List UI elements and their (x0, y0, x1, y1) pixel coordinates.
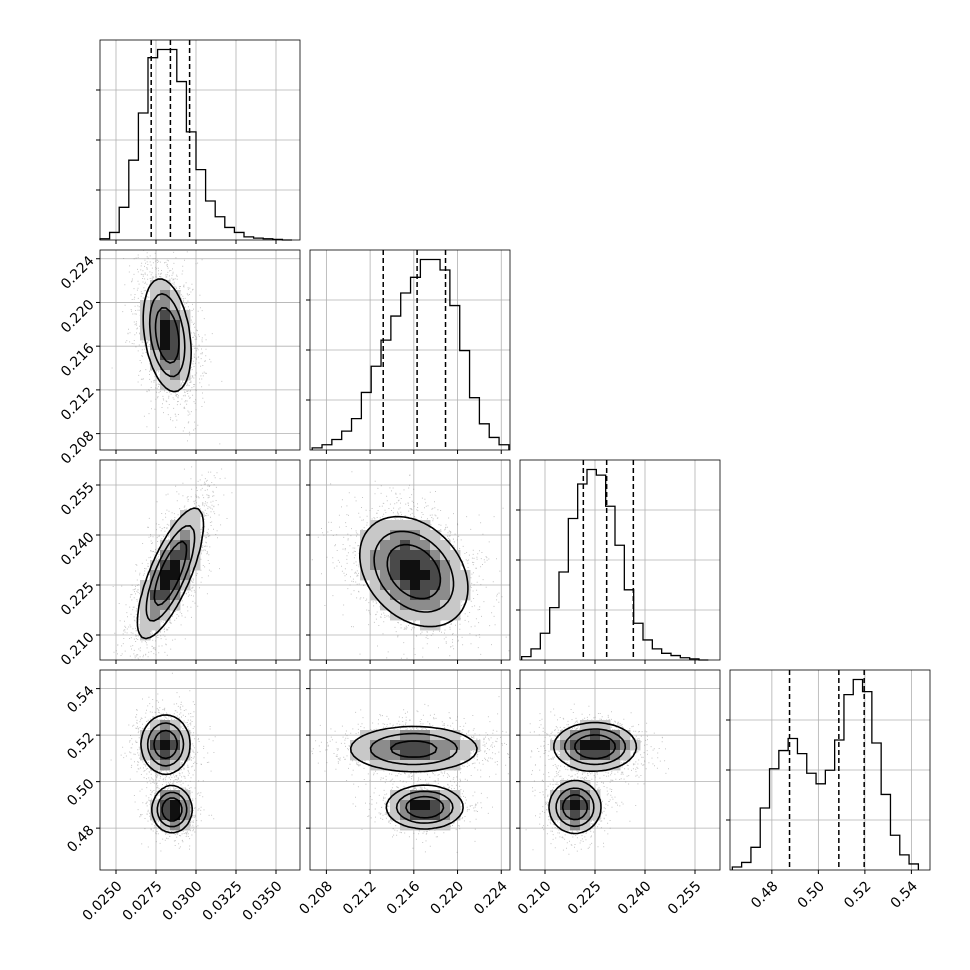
contour-line (561, 734, 616, 821)
contour-line (140, 714, 193, 834)
panel-frame (309, 459, 511, 661)
contour-line (142, 278, 192, 393)
histogram-panel-1 (96, 39, 301, 241)
histogram-step (99, 48, 292, 241)
y-tick-label: 0.212 (58, 384, 98, 424)
y-tick-label: 0.50 (64, 776, 97, 809)
panel-frame (99, 669, 301, 871)
x-tick-label: 0.54 (888, 878, 921, 911)
histogram-step (311, 258, 510, 450)
y-tick-label: 0.224 (58, 253, 98, 293)
x-tick-label: 0.0275 (120, 878, 166, 924)
histogram-panel-3 (516, 459, 721, 661)
x-tick-label: 0.240 (615, 878, 655, 918)
x-tick-label: 0.0325 (200, 878, 246, 924)
contour-line (146, 722, 188, 828)
x-tick-label: 0.225 (565, 878, 605, 918)
x-tick-label: 0.210 (515, 878, 555, 918)
y-tick-label: 0.48 (64, 822, 97, 855)
contour-line (148, 293, 186, 378)
x-tick-label: 0.224 (471, 878, 511, 918)
x-tick-label: 0.48 (748, 878, 781, 911)
y-tick-label: 0.216 (58, 340, 98, 380)
histogram-step (731, 678, 920, 870)
y-tick-label: 0.210 (58, 629, 98, 669)
density-panel-1-2 (99, 249, 301, 451)
panel-frame (309, 249, 511, 451)
y-tick-label: 0.208 (58, 428, 98, 468)
y-tick-label: 0.54 (64, 683, 97, 716)
x-tick-label: 0.255 (665, 878, 705, 918)
y-tick-label: 0.52 (64, 729, 97, 762)
density-panel-1-3 (99, 459, 301, 661)
x-tick-label: 0.50 (795, 878, 828, 911)
contour-line (153, 729, 183, 822)
x-tick-label: 0.0300 (160, 878, 206, 924)
y-tick-label: 0.225 (58, 579, 98, 619)
contour-line (154, 307, 180, 364)
density-panel-2-3 (306, 459, 511, 661)
panel-frame (309, 669, 511, 871)
density-panel-2-4 (306, 669, 511, 871)
contour-line (145, 525, 196, 622)
y-tick-label: 0.240 (58, 529, 98, 569)
panel-frame (99, 39, 301, 241)
contour-line (369, 732, 458, 824)
panel-frame (729, 669, 931, 871)
y-tick-label: 0.220 (58, 297, 98, 337)
x-tick-label: 0.220 (427, 878, 467, 918)
panel-frame (99, 459, 301, 661)
x-tick-label: 0.0250 (80, 878, 126, 924)
density-panel-3-4 (516, 669, 721, 871)
contour-line (386, 543, 442, 600)
contour-line (390, 740, 445, 819)
x-tick-label: 0.0350 (240, 878, 286, 924)
contour-line (153, 540, 188, 607)
histogram-panel-4 (726, 669, 931, 871)
contour-line (548, 721, 638, 835)
density-panel-1-4 (99, 669, 301, 871)
histogram-step (521, 468, 709, 661)
panel-frame (99, 249, 301, 451)
scatter-points (311, 471, 510, 660)
contour-line (373, 530, 455, 613)
contour-line (136, 507, 205, 640)
x-tick-label: 0.216 (384, 878, 424, 918)
panel-frame (519, 669, 721, 871)
panel-frame (519, 459, 721, 661)
contour-line (555, 728, 627, 828)
y-tick-label: 0.255 (58, 479, 98, 519)
x-tick-label: 0.208 (296, 878, 336, 918)
x-tick-label: 0.52 (841, 878, 874, 911)
x-tick-label: 0.212 (340, 878, 380, 918)
contour-line (359, 515, 469, 628)
histogram-panel-2 (306, 249, 511, 451)
contour-line (349, 725, 478, 830)
